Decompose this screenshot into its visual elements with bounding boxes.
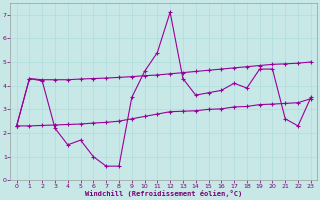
X-axis label: Windchill (Refroidissement éolien,°C): Windchill (Refroidissement éolien,°C) xyxy=(85,190,242,197)
